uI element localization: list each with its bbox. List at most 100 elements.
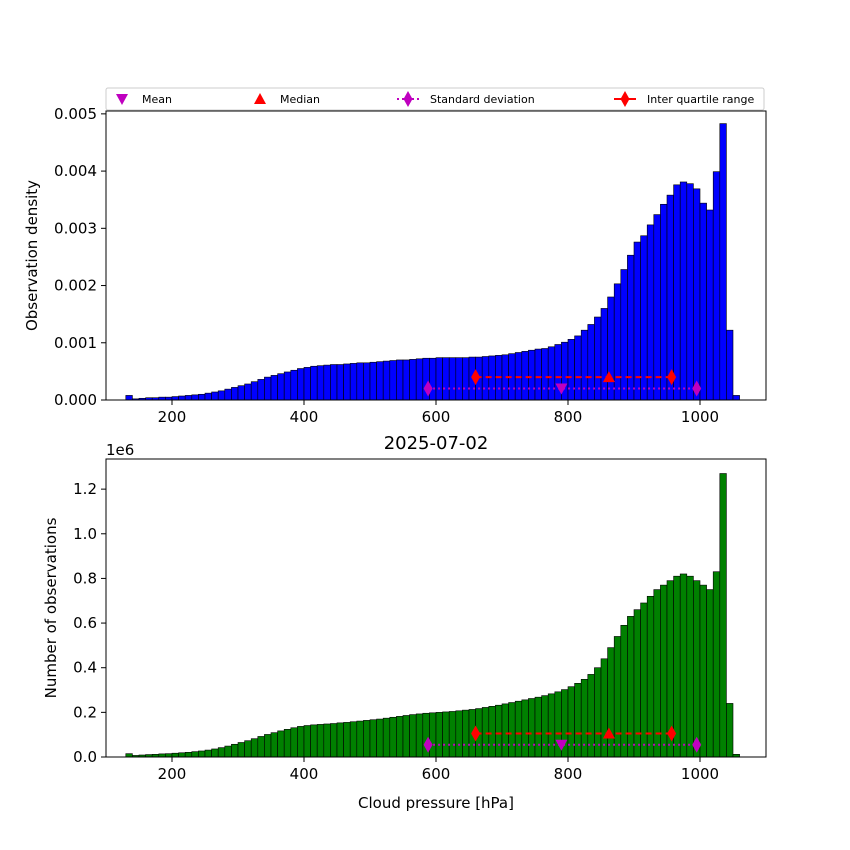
bar xyxy=(693,580,701,758)
bar xyxy=(231,387,239,401)
bar xyxy=(316,365,325,401)
x-tick-label: 800 xyxy=(554,408,583,426)
bar xyxy=(349,721,358,758)
bar xyxy=(508,702,516,758)
bar xyxy=(726,703,734,758)
x-tick-label: 600 xyxy=(422,408,451,426)
bar xyxy=(217,747,226,758)
x-tick-label: 200 xyxy=(158,408,187,426)
bar xyxy=(448,357,457,401)
bar xyxy=(290,369,298,401)
bar xyxy=(719,123,727,401)
bar xyxy=(171,752,179,758)
bar xyxy=(613,636,622,758)
bar xyxy=(435,712,443,758)
diamond-marker xyxy=(667,369,677,386)
bar xyxy=(204,392,212,401)
bar xyxy=(481,356,490,401)
statistics xyxy=(423,369,702,397)
legend-triangle-down-marker xyxy=(116,94,128,105)
x-tick-label: 1000 xyxy=(681,765,719,783)
bar xyxy=(627,254,635,401)
bar xyxy=(363,362,371,401)
bar xyxy=(528,349,536,401)
bar xyxy=(607,647,615,758)
y-tick-label: 0.003 xyxy=(54,219,97,237)
x-tick-label: 400 xyxy=(290,765,319,783)
y-ticks: 0.000 0.001 0.002 0.003 0.004 0.005 xyxy=(54,105,106,409)
bar xyxy=(594,667,602,758)
diamond-marker xyxy=(471,725,481,742)
bar xyxy=(547,693,556,758)
y-axis-label: Observation density xyxy=(23,180,41,331)
bar xyxy=(330,723,338,758)
x-ticks: 200 400 600 800 1000 xyxy=(158,757,719,783)
bar xyxy=(435,357,443,401)
bar xyxy=(429,712,437,758)
y-tick-label: 0.6 xyxy=(73,614,97,632)
bar xyxy=(402,715,410,758)
bar xyxy=(198,750,206,758)
bar xyxy=(270,732,278,758)
bar xyxy=(673,575,681,758)
bar xyxy=(184,752,193,758)
bar xyxy=(382,360,391,401)
bar xyxy=(462,357,470,401)
bar xyxy=(297,368,305,401)
chart-title: 2025-07-02 xyxy=(384,433,489,454)
bar xyxy=(250,738,259,758)
bar xyxy=(712,571,721,758)
bar xyxy=(607,296,615,401)
bar xyxy=(224,388,232,401)
bar xyxy=(389,716,397,758)
bar xyxy=(198,393,206,401)
y-axis-label: Number of observations xyxy=(42,517,60,698)
bar xyxy=(679,181,688,401)
bar xyxy=(264,376,272,401)
bar xyxy=(541,348,549,401)
bar xyxy=(231,743,239,758)
bar xyxy=(712,171,721,401)
bar xyxy=(455,710,463,758)
diamond-marker xyxy=(667,725,677,742)
statistics xyxy=(423,725,702,753)
bar xyxy=(448,711,457,758)
bar xyxy=(283,371,292,401)
legend-label: Standard deviation xyxy=(430,93,535,106)
bar xyxy=(534,348,542,401)
bar xyxy=(726,329,734,401)
legend-diamond-marker xyxy=(403,91,413,107)
bar xyxy=(171,396,179,401)
bars xyxy=(125,473,740,758)
y-tick-label: 1.2 xyxy=(73,480,97,498)
bars xyxy=(125,123,740,401)
bar xyxy=(442,711,450,758)
bar xyxy=(250,381,259,401)
bar xyxy=(184,395,193,401)
x-tick-label: 600 xyxy=(422,765,451,783)
bar xyxy=(283,729,292,758)
triangle-down-marker xyxy=(555,383,568,395)
bar xyxy=(666,194,674,401)
bar xyxy=(627,616,635,758)
bar xyxy=(257,379,265,401)
bar xyxy=(402,359,410,401)
legend-label: Inter quartile range xyxy=(647,93,754,106)
bar xyxy=(191,751,199,758)
bar xyxy=(660,584,668,758)
bar xyxy=(429,357,437,401)
x-tick-label: 200 xyxy=(158,765,187,783)
bar xyxy=(264,734,272,758)
y-ticks: 0.0 0.2 0.4 0.6 0.8 1.0 1.2 xyxy=(73,480,106,766)
y-tick-label: 0.8 xyxy=(73,569,97,587)
bar xyxy=(165,753,173,758)
bar xyxy=(336,722,344,758)
bar xyxy=(369,361,377,401)
bar xyxy=(244,383,252,401)
bar xyxy=(356,362,364,401)
bar xyxy=(653,589,661,758)
bar xyxy=(528,698,536,758)
triangle-down-marker xyxy=(555,739,568,751)
bar xyxy=(600,308,608,401)
bar xyxy=(686,575,694,758)
